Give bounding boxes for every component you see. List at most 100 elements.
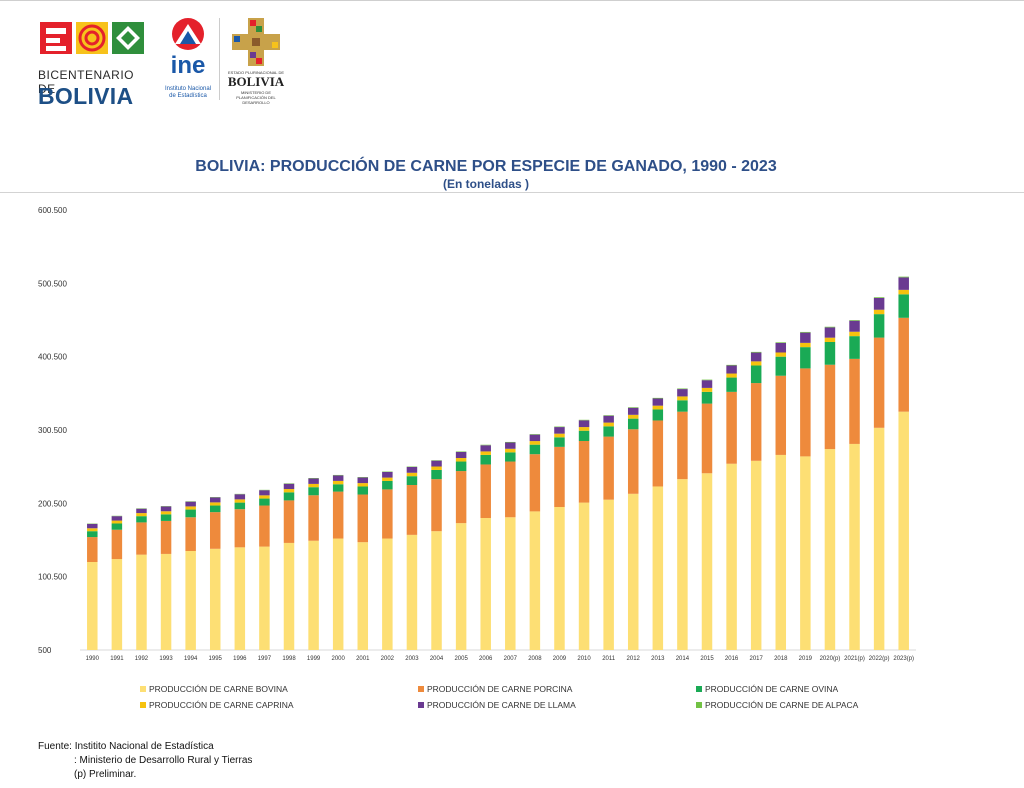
x-tick-label: 1992 xyxy=(135,656,149,662)
bicentenario-emblem-icon xyxy=(40,22,144,54)
bar-segment xyxy=(209,512,221,549)
legend-item: PRODUCCIÓN DE CARNE DE LLAMA xyxy=(418,700,576,710)
bar-segment xyxy=(455,452,467,459)
bar-segment xyxy=(898,294,909,318)
bar-segment xyxy=(406,476,418,485)
bar-segment xyxy=(849,443,860,650)
legend-label: PRODUCCIÓN DE CARNE PORCINA xyxy=(427,684,573,694)
chart-title: BOLIVIA: PRODUCCIÓN DE CARNE POR ESPECIE… xyxy=(195,158,777,175)
x-tick-label: 2009 xyxy=(553,656,567,662)
bar-segment xyxy=(308,540,319,650)
bar-segment xyxy=(726,365,737,374)
bar-segment xyxy=(554,437,565,447)
x-tick-label: 1996 xyxy=(233,656,247,662)
source-note: Fuente: Institito Nacional de Estadístic… xyxy=(38,740,252,782)
bar-segment xyxy=(529,434,541,442)
bar-segment xyxy=(209,505,221,513)
bar-segment xyxy=(578,427,590,431)
bar-segment xyxy=(505,442,516,449)
bar-segment xyxy=(603,415,614,416)
x-tick-label: 2007 xyxy=(504,656,518,662)
x-tick-label: 2005 xyxy=(454,656,468,662)
bar-segment xyxy=(111,520,123,524)
bar-segment xyxy=(849,320,860,321)
top-border xyxy=(0,0,1024,1)
bar-segment xyxy=(701,380,713,388)
bar-segment xyxy=(382,538,393,650)
legend-label: PRODUCCIÓN DE CARNE DE LLAMA xyxy=(427,700,576,710)
estado-ministerio-line2: PLANIFICACIÓN DEL DESARROLLO xyxy=(236,95,276,105)
bar-segment xyxy=(849,320,860,332)
bar-segment xyxy=(431,531,442,650)
bar-segment xyxy=(382,477,393,481)
bar-segment xyxy=(136,513,147,517)
bar-segment xyxy=(87,537,98,562)
bar-segment xyxy=(824,342,836,365)
bar-segment xyxy=(775,454,787,650)
bar-segment xyxy=(283,542,295,650)
bar-segment xyxy=(283,500,295,543)
estado-plurinacional-logo: ESTADO PLURINACIONAL DE BOLIVIA MINISTER… xyxy=(226,16,286,105)
bar-segment xyxy=(627,414,639,419)
bar-segment xyxy=(480,451,491,455)
bar-segment xyxy=(357,542,369,650)
bar-segment xyxy=(259,490,270,496)
bar-segment xyxy=(873,427,885,650)
bar-segment xyxy=(406,534,418,650)
bar-segment xyxy=(701,391,713,404)
x-tick-label: 2018 xyxy=(774,656,788,662)
legend-item: PRODUCCIÓN DE CARNE CAPRINA xyxy=(140,700,294,710)
estado-ministerio-text: MINISTERIO DE PLANIFICACIÓN DEL DESARROL… xyxy=(226,90,286,105)
bar-segment xyxy=(160,553,172,650)
bar-segment xyxy=(455,471,467,524)
bar-segment xyxy=(824,326,836,328)
bar-segment xyxy=(898,277,909,290)
bar-segment xyxy=(111,559,123,650)
bar-segment xyxy=(873,337,885,428)
legend-label: PRODUCCIÓN DE CARNE BOVINA xyxy=(149,684,288,694)
x-tick-label: 2001 xyxy=(356,656,370,662)
bar-segment xyxy=(529,441,541,445)
legend-item: PRODUCCIÓN DE CARNE PORCINA xyxy=(418,684,572,694)
bar-segment xyxy=(111,529,123,560)
ine-subtitle: Instituto Nacional de Estadística xyxy=(163,86,213,100)
bar-segment xyxy=(209,502,221,506)
bar-segment xyxy=(652,409,664,421)
bar-segment xyxy=(357,483,369,487)
x-tick-label: 2017 xyxy=(749,656,763,662)
bar-segment xyxy=(873,309,885,315)
bar-segment xyxy=(627,418,639,430)
bar-segment xyxy=(308,487,319,496)
x-tick-label: 1997 xyxy=(258,656,272,662)
bar-segment xyxy=(111,523,123,530)
bar-segment xyxy=(529,454,541,512)
y-tick-label: 200.500 xyxy=(38,499,67,508)
bar-segment xyxy=(259,505,270,547)
x-tick-label: 2004 xyxy=(430,656,444,662)
y-tick-label: 300.500 xyxy=(38,426,67,435)
bar-segment xyxy=(750,361,762,366)
source-line3: (p) Preliminar. xyxy=(74,769,137,780)
bar-segment xyxy=(480,518,491,650)
bar-segment xyxy=(406,472,418,477)
bar-segment xyxy=(529,511,541,650)
bar-segment xyxy=(603,415,614,423)
x-tick-label: 2019 xyxy=(799,656,813,662)
bar-segment xyxy=(701,379,713,381)
x-tick-label: 2011 xyxy=(602,656,616,662)
bar-segment xyxy=(603,426,614,437)
bar-segment xyxy=(750,365,762,384)
bar-segment xyxy=(677,400,688,412)
bar-segment xyxy=(185,506,196,510)
bar-segment xyxy=(603,422,614,427)
legend-swatch xyxy=(696,686,702,692)
header-logos: BICENTENARIO DE BOLIVIA ine Instituto Na… xyxy=(38,14,298,109)
bar-segment xyxy=(480,464,491,518)
bar-segment xyxy=(898,411,909,650)
bar-segment xyxy=(800,331,811,333)
legend-label: PRODUCCIÓN DE CARNE OVINA xyxy=(705,684,839,694)
legend-label: PRODUCCIÓN DE CARNE DE ALPACA xyxy=(705,700,859,710)
bar-segment xyxy=(775,375,787,455)
bar-segment xyxy=(677,479,688,650)
bar-segment xyxy=(800,342,811,348)
